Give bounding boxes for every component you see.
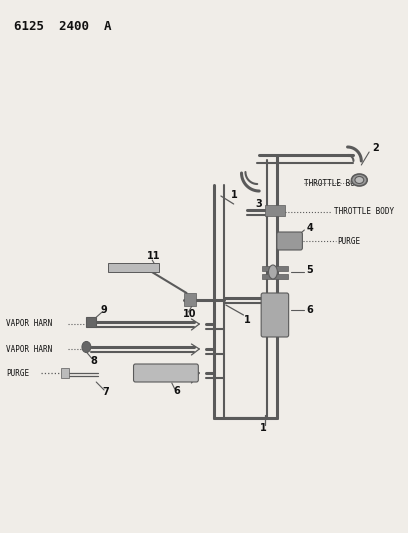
- Bar: [184, 293, 196, 306]
- Bar: [262, 266, 288, 271]
- Bar: [108, 263, 159, 272]
- Text: 7: 7: [103, 387, 109, 397]
- Text: THROTTLE BODY: THROTTLE BODY: [304, 179, 364, 188]
- Bar: [265, 205, 285, 216]
- Text: 6125  2400  A: 6125 2400 A: [14, 20, 111, 33]
- Text: 6: 6: [173, 386, 180, 396]
- Bar: [61, 368, 69, 378]
- Text: THROTTLE BODY: THROTTLE BODY: [334, 207, 394, 216]
- Text: 2: 2: [372, 143, 379, 153]
- Text: 9: 9: [101, 305, 107, 315]
- Text: VAPOR HARN: VAPOR HARN: [6, 344, 52, 353]
- Ellipse shape: [355, 176, 364, 183]
- Text: 3: 3: [256, 199, 263, 209]
- Ellipse shape: [351, 174, 367, 186]
- FancyBboxPatch shape: [261, 293, 288, 337]
- Text: 11: 11: [147, 251, 161, 261]
- Text: 10: 10: [183, 309, 196, 319]
- Text: PURGE: PURGE: [6, 368, 29, 377]
- Bar: [262, 274, 288, 279]
- Text: 8: 8: [91, 356, 98, 366]
- Text: 4: 4: [306, 223, 313, 233]
- Text: PURGE: PURGE: [338, 237, 361, 246]
- Text: 1: 1: [244, 315, 250, 325]
- Ellipse shape: [268, 265, 277, 279]
- Text: 5: 5: [306, 265, 313, 275]
- Text: 1: 1: [231, 190, 237, 200]
- Text: 1: 1: [260, 423, 266, 433]
- Text: VAPOR HARN: VAPOR HARN: [6, 319, 52, 328]
- FancyBboxPatch shape: [277, 232, 302, 250]
- Text: 6: 6: [306, 305, 313, 315]
- Bar: [86, 317, 96, 327]
- FancyBboxPatch shape: [133, 364, 198, 382]
- Ellipse shape: [82, 342, 91, 352]
